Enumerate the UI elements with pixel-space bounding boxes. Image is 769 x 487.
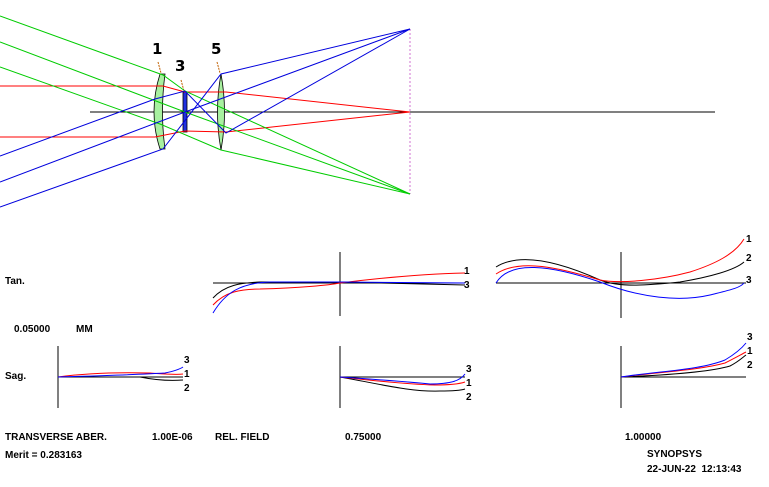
tan-plot-field-0.75 <box>212 272 466 314</box>
curve-label: 1 <box>466 378 472 389</box>
sag-plot-field-0 <box>57 366 184 381</box>
curve-label: 2 <box>747 360 753 371</box>
merit-value: Merit = 0.283163 <box>5 450 82 461</box>
leader-line <box>216 61 221 74</box>
sag-plot-field-1.0 <box>620 342 747 378</box>
sag-label: Sag. <box>5 371 27 382</box>
scale-unit: MM <box>76 324 93 335</box>
field-value-0.75: 0.75000 <box>345 432 382 443</box>
lens-element-5 <box>217 73 225 151</box>
curve-label: 1 <box>747 346 753 357</box>
surface-label-3: 3 <box>175 57 185 75</box>
curve-label: 1 <box>184 369 190 380</box>
sag-plot-field-0.75 <box>339 373 466 392</box>
rel-field-label: REL. FIELD <box>215 432 270 443</box>
scale-value: 0.05000 <box>14 324 51 335</box>
curve-label: 2 <box>466 392 472 403</box>
field-value-1.0: 1.00000 <box>625 432 662 443</box>
curve-label: 3 <box>747 332 753 343</box>
plot-axes <box>57 252 746 408</box>
curve-label: 3 <box>466 364 472 375</box>
wavelength-value: 1.00E-06 <box>152 432 193 443</box>
curve-label: 3 <box>746 275 752 286</box>
field-rays-upper <box>0 28 411 208</box>
timestamp: 22-JUN-22 12:13:43 <box>647 464 742 475</box>
curve-label: 3 <box>464 280 470 291</box>
surface-label-1: 1 <box>152 40 162 58</box>
curve-label: 1 <box>746 234 752 245</box>
program-name: SYNOPSYS <box>647 449 703 460</box>
curve-label: 2 <box>184 383 190 394</box>
curve-label: 3 <box>184 355 190 366</box>
surface-label-5: 5 <box>211 40 221 58</box>
tan-label: Tan. <box>5 276 25 287</box>
curve-label: 1 <box>464 266 470 277</box>
tan-plot-field-1.0 <box>495 238 745 299</box>
leader-line <box>157 61 162 74</box>
curve-label: 2 <box>746 253 752 264</box>
leader-line <box>180 79 185 92</box>
plot-title: TRANSVERSE ABER. <box>5 432 107 443</box>
